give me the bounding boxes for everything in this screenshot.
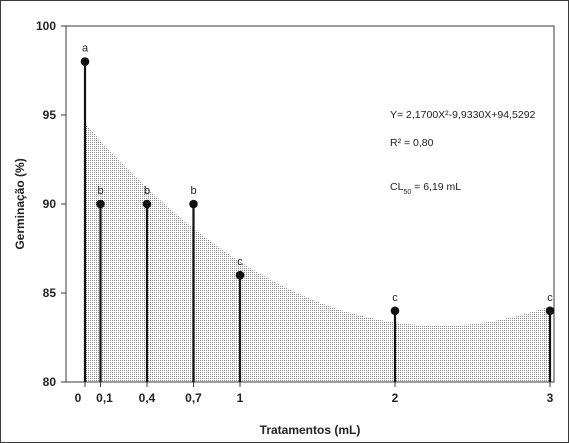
data-point	[235, 270, 245, 280]
cl50-subscript: 50	[403, 189, 411, 196]
x-tick-label: 0	[75, 391, 82, 405]
significance-letter: c	[392, 292, 398, 304]
data-marks: a b b b c c c	[80, 43, 555, 382]
r-squared-label: R² = 0,80	[390, 137, 434, 149]
data-point	[80, 57, 90, 66]
y-tick-label: 80	[43, 375, 57, 389]
x-tick-label: 0,1	[96, 391, 113, 405]
x-tick-label: 0,4	[139, 391, 156, 405]
x-axis-ticks: 0 0,1 0,4 0,7 1 2 3	[75, 382, 554, 405]
fit-curve-fill	[85, 123, 550, 382]
significance-letter: b	[190, 185, 196, 197]
significance-letter: a	[82, 43, 89, 55]
data-point	[390, 306, 400, 316]
significance-letter: b	[144, 185, 150, 197]
data-point	[96, 199, 105, 209]
x-axis-title: Tratamentos (mL)	[260, 423, 361, 437]
cl50-prefix: CL	[390, 181, 404, 193]
significance-letter: b	[97, 185, 103, 197]
y-tick-label: 95	[43, 108, 57, 122]
significance-letter: c	[547, 292, 553, 304]
x-tick-label: 0,7	[185, 391, 202, 405]
data-point	[142, 199, 152, 209]
y-axis-title: Germinação (%)	[13, 158, 27, 249]
y-axis-ticks: 80 85 90 95 100	[36, 19, 66, 389]
x-tick-label: 3	[547, 391, 554, 405]
cl50-value: = 6,19 mL	[411, 181, 461, 193]
y-tick-label: 85	[43, 286, 57, 300]
regression-equation: Y= 2,1700X²-9,9330X+94,5292	[390, 109, 536, 121]
y-tick-label: 100	[36, 19, 56, 33]
data-point	[189, 199, 198, 209]
x-tick-label: 1	[237, 391, 244, 405]
cl50-label: CL50 = 6,19 mL	[390, 181, 461, 196]
x-tick-label: 2	[392, 391, 399, 405]
y-tick-label: 90	[43, 197, 57, 211]
data-point	[545, 306, 555, 316]
significance-letter: c	[237, 256, 243, 268]
